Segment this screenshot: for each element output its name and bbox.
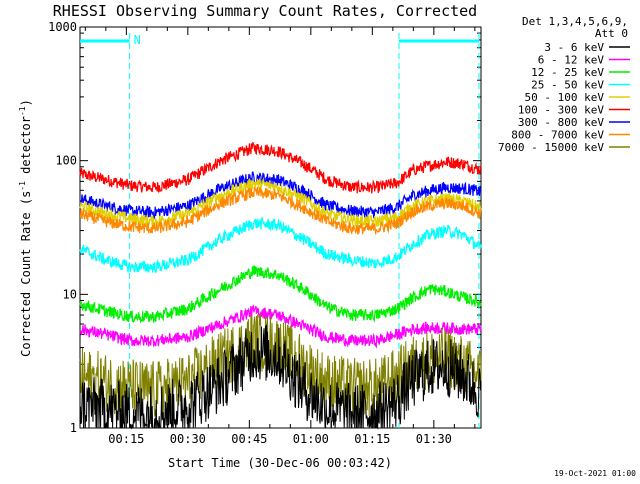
legend-entry-label: 50 - 100 keV	[525, 91, 605, 104]
series-line-25-50kev	[79, 216, 482, 274]
x-tick-label: 00:15	[108, 432, 144, 446]
legend-entry-label: 3 - 6 keV	[544, 41, 604, 54]
y-tick-label: 1	[70, 421, 77, 435]
x-axis-label: Start Time (30-Dec-06 00:03:42)	[168, 456, 392, 470]
footer-timestamp: 19-Oct-2021 01:00	[554, 469, 636, 478]
plot-frame	[79, 26, 482, 429]
x-tick-label: 01:15	[354, 432, 390, 446]
y-tick-label: 1000	[48, 20, 77, 34]
y-axis-label-mid: detector	[19, 116, 33, 181]
legend-header-detectors: Det 1,3,4,5,6,9,	[522, 15, 628, 28]
legend-entry-label: 6 - 12 keV	[538, 54, 605, 67]
legend-header-attenuator: Att 0	[595, 27, 628, 40]
y-axis-label: Corrected Count Rate (s-1 detector-1)	[18, 99, 33, 357]
legend-entry-label: 100 - 300 keV	[518, 104, 604, 117]
legend-entry-label: 800 - 7000 keV	[511, 129, 604, 142]
legend-entry-label: 12 - 25 keV	[531, 66, 604, 79]
y-tick-label: 100	[55, 154, 77, 168]
legend-entry-label: 300 - 800 keV	[518, 116, 604, 129]
attenuator-marker-label: N	[134, 33, 141, 47]
series-line-800-7000kev	[79, 186, 482, 236]
y-tick-label: 10	[63, 287, 77, 301]
chart-title: RHESSI Observing Summary Count Rates, Co…	[53, 2, 477, 20]
y-axis-label-end: )	[19, 99, 33, 106]
legend-entry-label: 7000 - 15000 keV	[498, 141, 604, 154]
x-tick-label: 00:45	[231, 432, 267, 446]
x-tick-label: 00:30	[170, 432, 206, 446]
x-tick-label: 01:00	[293, 432, 329, 446]
series-line-12-25kev	[79, 265, 482, 324]
x-tick-label: 01:30	[416, 432, 452, 446]
y-axis-label-exp2: -1	[18, 106, 27, 116]
y-axis-label-main: Corrected Count Rate (s	[19, 191, 33, 357]
series-line-300-800kev	[79, 171, 482, 220]
y-axis-label-exp1: -1	[18, 181, 27, 191]
series-line-100-300kev	[79, 141, 482, 194]
legend-entry-label: 25 - 50 keV	[531, 79, 604, 92]
series-line-6-12kev	[79, 304, 482, 349]
series-line-3-6kev	[79, 324, 482, 430]
